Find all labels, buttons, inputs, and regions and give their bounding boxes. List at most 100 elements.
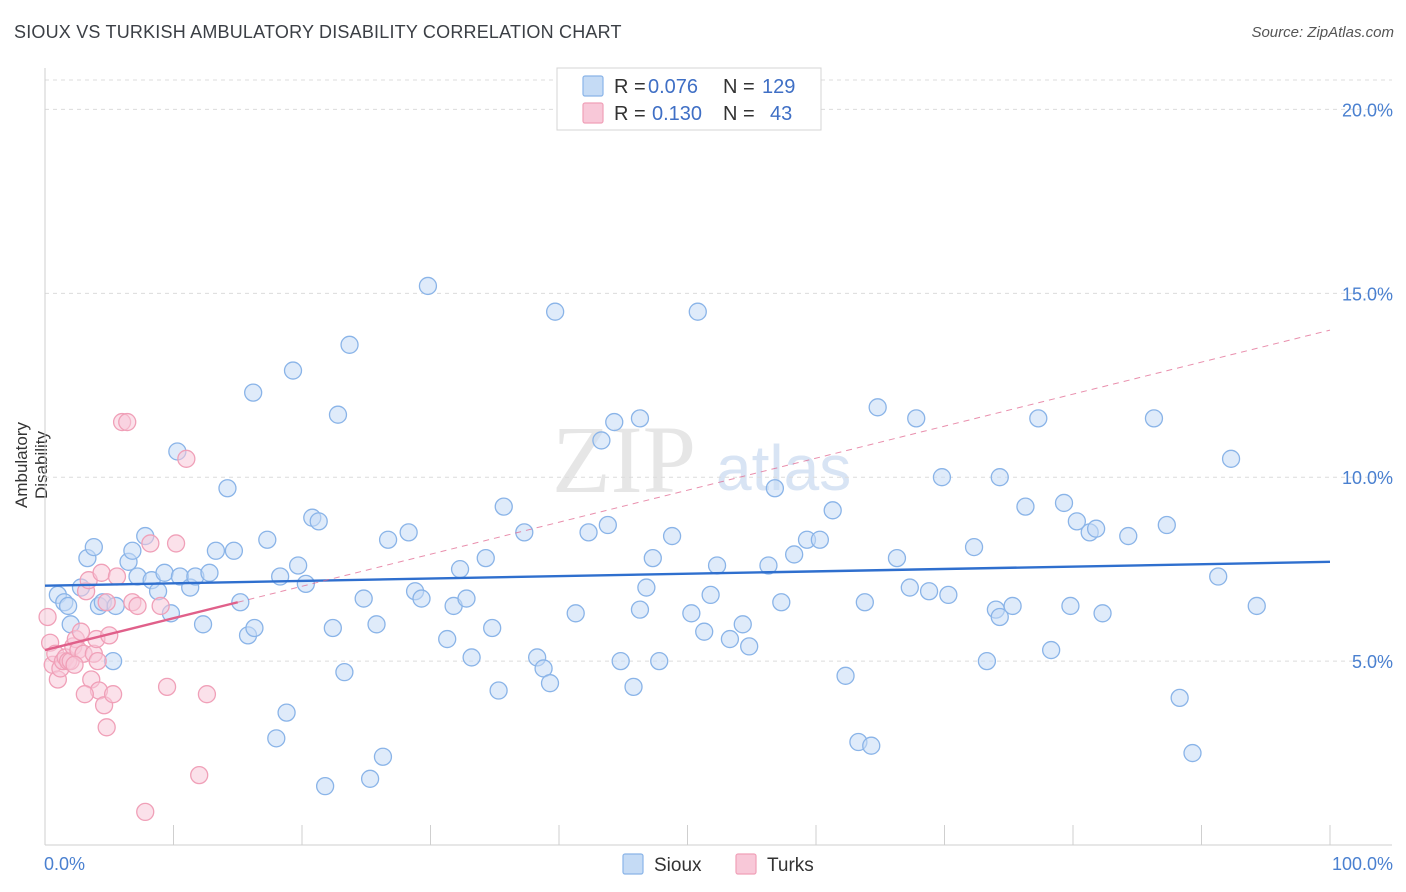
point-sioux-24 xyxy=(200,563,219,582)
trend-lines xyxy=(44,329,1331,652)
point-sioux-36 xyxy=(288,556,308,575)
point-sioux-119 xyxy=(1067,512,1087,531)
point-sioux-32 xyxy=(258,530,277,549)
point-sioux-109 xyxy=(990,468,1009,487)
point-sioux-61 xyxy=(483,618,502,638)
point-sioux-62 xyxy=(489,681,508,700)
point-sioux-44 xyxy=(340,335,359,354)
point-sioux-27 xyxy=(224,541,244,560)
point-turks-13 xyxy=(71,622,91,641)
x-tick-label-1: 100.0% xyxy=(1332,854,1393,874)
point-sioux-86 xyxy=(707,556,727,575)
point-sioux-97 xyxy=(836,666,855,685)
point-sioux-48 xyxy=(373,747,393,766)
point-sioux-84 xyxy=(695,622,714,641)
chart-source: Source: ZipAtlas.com xyxy=(1251,24,1394,41)
point-turks-39 xyxy=(88,651,107,671)
point-sioux-12 xyxy=(123,541,142,560)
point-sioux-96 xyxy=(823,501,842,520)
point-sioux-49 xyxy=(378,530,398,549)
point-sioux-99 xyxy=(855,593,874,612)
point-sioux-64 xyxy=(515,523,534,542)
point-sioux-26 xyxy=(218,479,237,498)
watermark-atlas: atlas xyxy=(716,432,851,504)
point-sioux-70 xyxy=(579,523,598,542)
point-turks-32 xyxy=(141,534,160,553)
point-sioux-69 xyxy=(566,604,585,623)
point-sioux-126 xyxy=(1170,688,1189,708)
point-sioux-85 xyxy=(701,585,720,605)
point-sioux-112 xyxy=(990,607,1009,627)
point-sioux-117 xyxy=(1054,493,1074,513)
legend-r-label-turks: R = xyxy=(614,103,646,125)
point-sioux-104 xyxy=(907,409,926,428)
point-sioux-122 xyxy=(1093,604,1112,623)
point-sioux-75 xyxy=(624,677,643,697)
point-sioux-50 xyxy=(267,729,286,748)
point-sioux-42 xyxy=(328,405,348,424)
trend-line-dashed-turks xyxy=(237,329,1331,603)
point-sioux-17 xyxy=(155,563,174,582)
point-sioux-106 xyxy=(932,468,952,487)
point-sioux-74 xyxy=(611,651,630,671)
point-sioux-130 xyxy=(1247,596,1266,616)
point-sioux-82 xyxy=(682,604,701,623)
bottom-legend: Sioux Turks xyxy=(622,853,814,876)
point-turks-31 xyxy=(136,802,155,822)
point-turks-35 xyxy=(166,534,186,553)
point-sioux-116 xyxy=(1042,640,1061,660)
point-sioux-10 xyxy=(103,651,123,671)
point-sioux-47 xyxy=(367,615,386,634)
point-sioux-41 xyxy=(323,618,342,638)
point-sioux-88 xyxy=(733,615,752,634)
point-turks-36 xyxy=(177,449,196,468)
trend-line-turks xyxy=(44,601,239,652)
point-sioux-37 xyxy=(296,574,316,594)
point-sioux-91 xyxy=(765,479,785,498)
x-tick-label-0: 0.0% xyxy=(44,854,85,874)
point-sioux-67 xyxy=(540,674,560,693)
point-turks-41 xyxy=(75,685,94,704)
point-sioux-71 xyxy=(592,431,611,450)
point-sioux-93 xyxy=(785,545,804,564)
point-sioux-53 xyxy=(412,589,431,608)
point-sioux-72 xyxy=(605,412,624,432)
point-turks-30 xyxy=(128,596,147,616)
axes xyxy=(44,68,1392,846)
series-turks-points xyxy=(38,412,217,822)
legend-n-value-sioux: 129 xyxy=(762,76,795,98)
point-sioux-81 xyxy=(662,526,682,546)
point-sioux-46 xyxy=(360,769,380,788)
point-sioux-35 xyxy=(283,361,303,380)
point-turks-26 xyxy=(107,567,127,586)
point-sioux-79 xyxy=(643,548,662,568)
point-sioux-124 xyxy=(1144,409,1164,428)
point-sioux-57 xyxy=(450,560,470,579)
point-turks-42 xyxy=(97,718,116,737)
point-turks-37 xyxy=(190,765,209,785)
y-tick-label-3: 20.0% xyxy=(1342,100,1393,120)
series-sioux-points xyxy=(48,276,1266,796)
point-sioux-105 xyxy=(919,582,939,601)
bottom-legend-swatch-turks xyxy=(735,853,757,875)
legend-r-label-sioux: R = xyxy=(614,76,646,98)
point-sioux-25 xyxy=(206,541,226,560)
legend-n-label-turks: N = xyxy=(723,103,755,125)
point-sioux-87 xyxy=(720,629,740,649)
point-sioux-127 xyxy=(1183,743,1202,763)
point-sioux-23 xyxy=(193,615,213,634)
point-sioux-125 xyxy=(1157,515,1176,535)
point-sioux-121 xyxy=(1086,519,1106,538)
point-turks-28 xyxy=(118,412,137,432)
point-sioux-89 xyxy=(740,637,759,656)
y-tick-labels: 5.0% 10.0% 15.0% 20.0% xyxy=(1342,100,1393,672)
top-legend: R = 0.076 N = 129 R = 0.130 N = 43 xyxy=(556,67,822,131)
point-sioux-43 xyxy=(335,662,354,682)
point-sioux-54 xyxy=(418,276,438,296)
y-tick-label-1: 10.0% xyxy=(1342,468,1393,488)
point-sioux-6 xyxy=(84,537,103,557)
bottom-legend-label-turks: Turks xyxy=(767,855,814,876)
point-sioux-59 xyxy=(462,648,481,667)
point-sioux-78 xyxy=(630,409,650,428)
